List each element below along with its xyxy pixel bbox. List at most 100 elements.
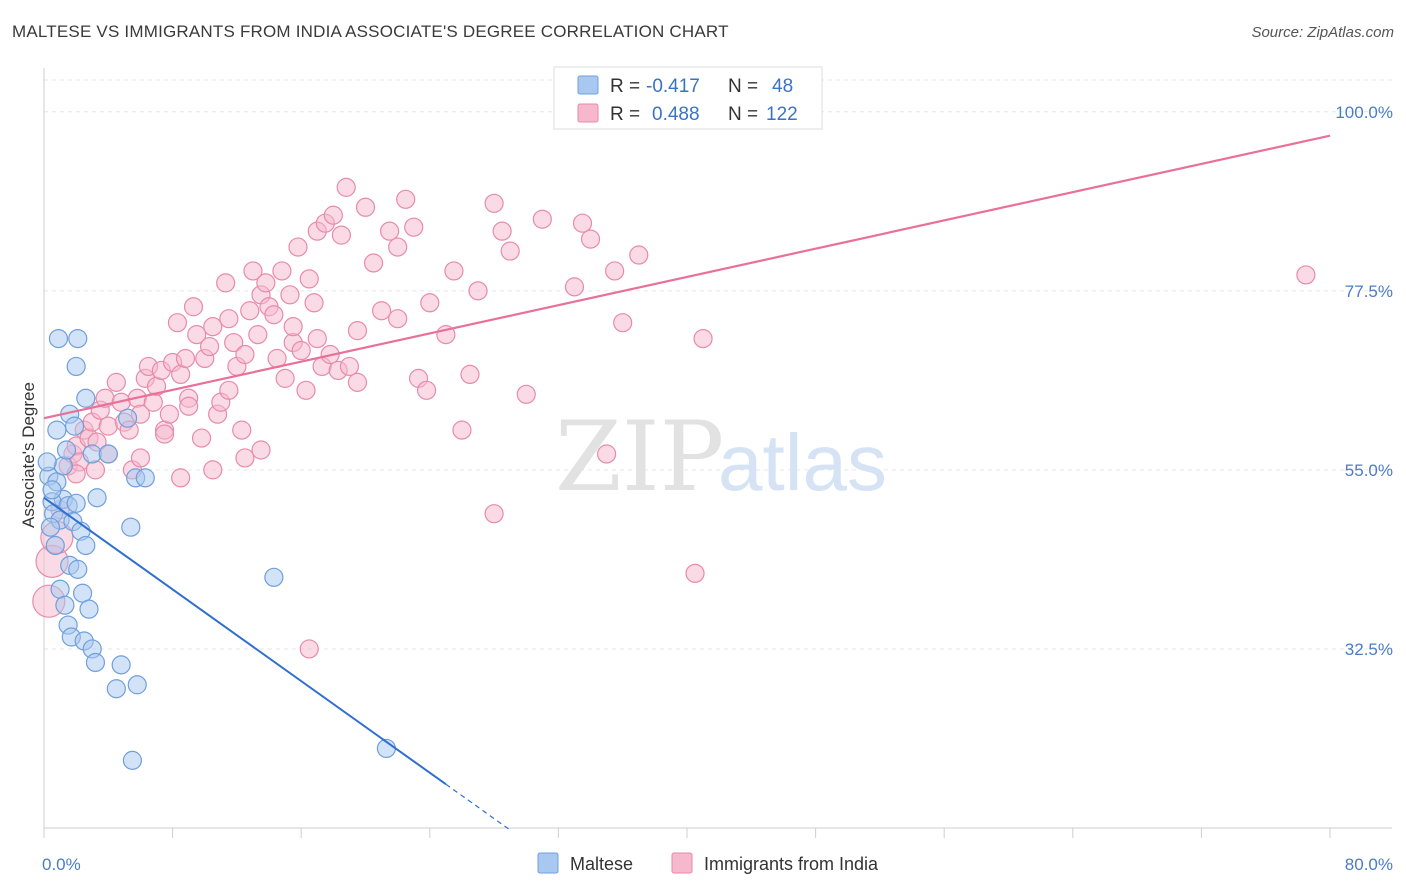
india-point-36 (191, 428, 212, 448)
india-point-48 (240, 301, 260, 321)
legend-box (553, 66, 823, 130)
india-point-111 (154, 424, 175, 444)
india-point-43 (219, 309, 239, 329)
trend-lines (43, 134, 1331, 831)
x-tick-label-1: 80.0% (1345, 855, 1393, 874)
india-point-80 (396, 189, 416, 209)
legend-r-label-india: R = (610, 104, 640, 125)
india-point-28 (159, 404, 179, 424)
india-point-99 (685, 563, 705, 583)
y-axis-label: Associate's Degree (19, 382, 38, 528)
india-point-64 (304, 293, 324, 313)
india-point-78 (380, 221, 400, 241)
india-point-91 (516, 384, 536, 404)
maltese-point-24 (111, 655, 131, 675)
india-point-46 (232, 420, 252, 440)
chart-title: MALTESE VS IMMIGRANTS FROM INDIA ASSOCIA… (12, 22, 729, 41)
bottom-legend-swatch-maltese (537, 852, 559, 874)
india-point-94 (572, 213, 593, 233)
maltese-point-43 (264, 567, 284, 587)
bottom-legend: Maltese Immigrants from India (537, 852, 879, 874)
maltese-point-25 (127, 675, 147, 695)
india-point-49 (243, 261, 263, 281)
source-label: Source: ZipAtlas.com (1251, 24, 1394, 41)
india-point-54 (264, 305, 284, 325)
india-point-58 (280, 285, 300, 305)
maltese-point-37 (98, 444, 118, 464)
india-point-32 (175, 348, 196, 369)
india-point-47 (235, 448, 255, 468)
maltese-point-45 (37, 452, 57, 472)
india-point-61 (291, 340, 311, 361)
india-point-85 (444, 261, 464, 281)
bottom-legend-swatch-india (671, 852, 693, 874)
india-point-14 (98, 416, 118, 436)
india-point-74 (347, 321, 368, 341)
india-point-88 (484, 193, 504, 213)
legend-r-value-maltese: -0.417 (646, 76, 700, 97)
legend-swatch-maltese (577, 75, 599, 95)
india-point-72 (336, 177, 356, 197)
maltese-point-11 (45, 535, 65, 556)
y-tick-label-3: 100.0% (1335, 103, 1393, 122)
india-point-77 (371, 301, 392, 321)
india-point-105 (203, 460, 223, 480)
maltese-point-30 (66, 356, 86, 377)
maltese-point-17 (55, 595, 75, 615)
india-point-108 (130, 448, 151, 468)
india-point-75 (355, 197, 376, 217)
maltese-point-9 (40, 517, 61, 537)
y-tick-label-2: 77.5% (1345, 282, 1393, 301)
india-point-96 (605, 261, 625, 281)
india-point-86 (452, 420, 472, 440)
india-point-114 (235, 344, 255, 365)
maltese-point-35 (117, 408, 138, 428)
bottom-legend-label-maltese: Maltese (570, 854, 633, 874)
india-point-95 (580, 229, 601, 249)
india-point-92 (532, 209, 552, 229)
india-point-30 (167, 313, 188, 333)
india-point-119 (420, 293, 440, 313)
maltese-point-41 (87, 488, 107, 508)
maltese-point-46 (56, 440, 77, 460)
maltese-trend-extension (445, 783, 511, 831)
y-tick-labels: 32.5% 55.0% 77.5% 100.0% (1335, 103, 1393, 659)
india-point-117 (347, 372, 368, 392)
india-point-103 (597, 444, 617, 464)
india-point-35 (187, 325, 207, 345)
india-point-83 (416, 380, 437, 400)
india-point-57 (275, 368, 295, 388)
india-point-93 (564, 277, 585, 297)
maltese-point-27 (122, 750, 143, 770)
india-point-116 (307, 328, 327, 349)
india-point-50 (248, 325, 268, 345)
india-point-62 (296, 380, 316, 400)
india-point-101 (299, 639, 319, 659)
legend-r-label-maltese: R = (610, 76, 640, 97)
maltese-point-31 (76, 388, 96, 408)
india-point-81 (404, 217, 424, 237)
watermark-atlas: atlas (718, 418, 887, 507)
watermark-zip: ZIP (555, 401, 724, 513)
legend-n-value-india: 122 (766, 104, 798, 125)
maltese-point-47 (42, 480, 62, 500)
maltese-point-36 (82, 444, 102, 464)
maltese-point-23 (85, 652, 106, 673)
india-point-102 (484, 504, 504, 524)
axes (43, 68, 1392, 838)
india-point-52 (256, 273, 276, 293)
maltese-point-5 (66, 493, 86, 513)
india-point-73 (339, 356, 360, 377)
y-tick-label-0: 32.5% (1345, 640, 1393, 659)
india-point-100 (693, 328, 713, 349)
india-point-31 (171, 364, 191, 384)
india-point-63 (299, 269, 319, 289)
maltese-point-12 (76, 535, 96, 556)
india-point-87 (468, 281, 488, 301)
india-point-109 (85, 460, 106, 480)
maltese-point-18 (79, 599, 99, 619)
india-point-112 (179, 396, 199, 416)
maltese-point-42 (121, 517, 141, 537)
y-tick-label-1: 55.0% (1345, 461, 1393, 480)
